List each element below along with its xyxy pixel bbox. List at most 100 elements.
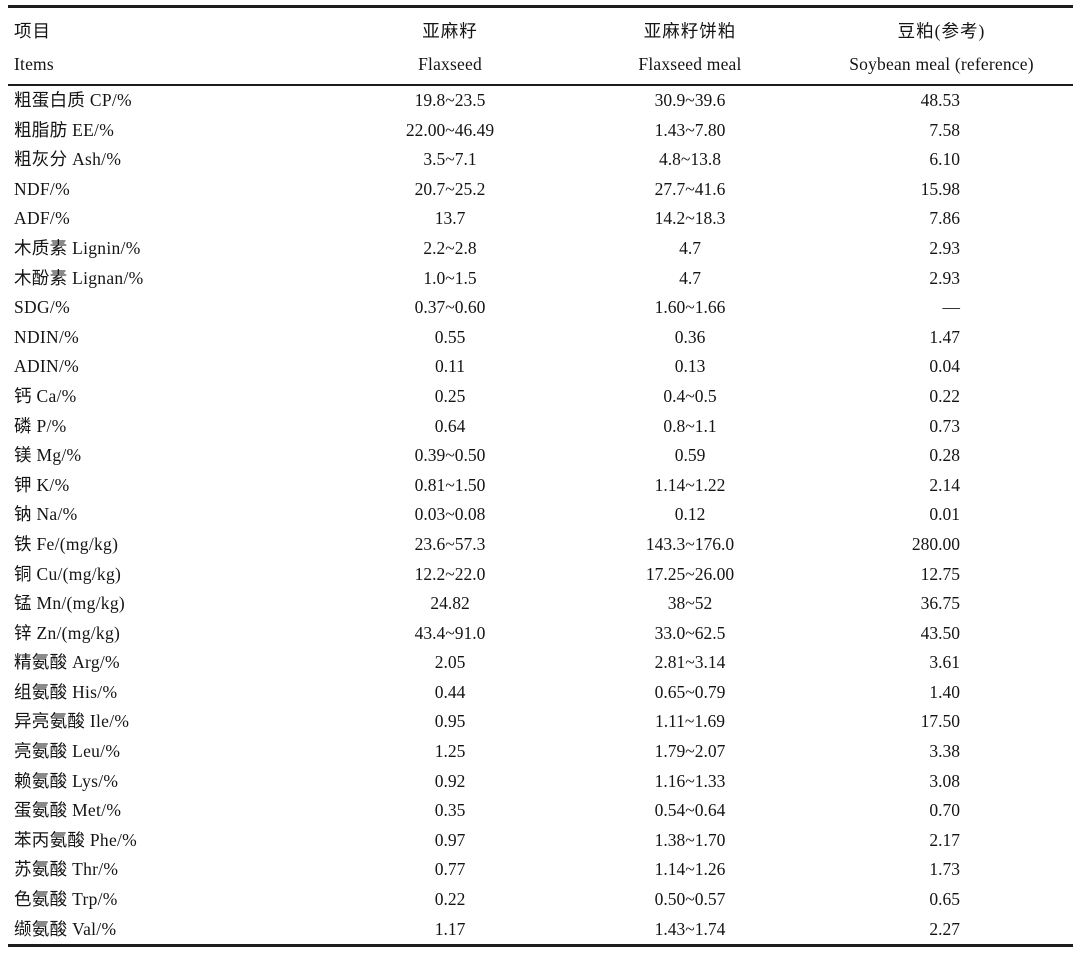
table-row: 粗灰分 Ash/% 3.5~7.1 4.8~13.8 6.10 [8,145,1073,175]
header-items-en: Items [14,54,54,74]
soybean-meal-value: 0.28 [929,445,960,466]
header-flaxseed-meal: 亚麻籽饼粕 Flaxseed meal [570,15,810,84]
flaxseed-meal-value: 0.59 [674,445,706,466]
flaxseed-value: 0.81~1.50 [414,474,486,495]
soybean-meal-value: 0.01 [929,504,960,525]
soybean-meal-value: 1.47 [929,326,960,347]
flaxseed-meal-value: 0.8~1.1 [663,415,717,436]
row-item-label: NDF/% [14,178,70,199]
soybean-meal-value: 36.75 [920,593,960,614]
soybean-meal-value: 7.58 [929,119,960,140]
row-item-label: 精氨酸 Arg/% [14,652,120,673]
flaxseed-value: 0.22 [434,889,466,910]
soybean-meal-value: 12.75 [920,563,960,584]
soybean-meal-value: 15.98 [920,178,960,199]
table-row: NDF/% 20.7~25.2 27.7~41.6 15.98 [8,175,1073,205]
soybean-meal-value: 2.93 [929,267,960,288]
row-item-label: SDG/% [14,297,70,318]
table-row: SDG/% 0.37~0.60 1.60~1.66 — [8,293,1073,323]
row-item-label: 赖氨酸 Lys/% [14,770,119,791]
row-item-label: 苏氨酸 Thr/% [14,859,119,880]
flaxseed-value: 24.82 [430,593,470,614]
nutrient-composition-table: 项目 Items 亚麻籽 Flaxseed 亚麻籽饼粕 Flaxseed mea… [8,5,1073,948]
flaxseed-value: 23.6~57.3 [414,533,486,554]
row-item-label: NDIN/% [14,326,79,347]
soybean-meal-value: 43.50 [920,622,960,643]
table-body: 粗蛋白质 CP/% 19.8~23.5 30.9~39.6 48.53 粗脂肪 … [8,86,1073,944]
flaxseed-meal-value: 1.14~1.22 [654,474,726,495]
flaxseed-meal-value: 1.43~1.74 [654,918,726,939]
row-item-label: 磷 P/% [14,415,67,436]
soybean-meal-value: 0.22 [929,385,960,406]
table-row: 木质素 Lignin/% 2.2~2.8 4.7 2.93 [8,234,1073,264]
table-row: 钾 K/% 0.81~1.50 1.14~1.22 2.14 [8,471,1073,501]
flaxseed-value: 1.25 [434,741,466,762]
table-header: 项目 Items 亚麻籽 Flaxseed 亚麻籽饼粕 Flaxseed mea… [8,8,1073,86]
flaxseed-meal-value: 4.7 [679,267,701,288]
flaxseed-meal-value: 1.43~7.80 [654,119,726,140]
table-row: 色氨酸 Trp/% 0.22 0.50~0.57 0.65 [8,885,1073,915]
table-row: 精氨酸 Arg/% 2.05 2.81~3.14 3.61 [8,648,1073,678]
table-row: ADF/% 13.7 14.2~18.3 7.86 [8,204,1073,234]
flaxseed-value: 0.64 [434,415,466,436]
flaxseed-meal-value: 0.50~0.57 [654,889,726,910]
table-row: 粗蛋白质 CP/% 19.8~23.5 30.9~39.6 48.53 [8,86,1073,116]
soybean-meal-value: 280.00 [911,533,960,554]
header-flaxseed-en: Flaxseed [418,54,482,74]
flaxseed-value: 1.17 [434,918,466,939]
flaxseed-value: 19.8~23.5 [414,90,486,110]
flaxseed-value: 12.2~22.0 [414,563,486,584]
table-row: 苏氨酸 Thr/% 0.77 1.14~1.26 1.73 [8,855,1073,885]
soybean-meal-value: 0.65 [929,889,960,910]
row-item-label: 木质素 Lignin/% [14,237,141,258]
flaxseed-meal-value: 27.7~41.6 [654,178,726,199]
soybean-meal-value: — [942,297,961,318]
soybean-meal-value: 2.27 [929,918,960,939]
flaxseed-value: 13.7 [434,208,466,229]
flaxseed-value: 0.39~0.50 [414,445,486,466]
soybean-meal-value: 1.40 [929,681,960,702]
row-item-label: 亮氨酸 Leu/% [14,741,121,762]
table-bottom-rule [8,944,1073,948]
table-row: 钠 Na/% 0.03~0.08 0.12 0.01 [8,500,1073,530]
table-row: 铁 Fe/(mg/kg) 23.6~57.3 143.3~176.0 280.0… [8,530,1073,560]
header-flaxseed: 亚麻籽 Flaxseed [330,15,570,84]
header-items-zh: 项目 [14,21,51,41]
flaxseed-meal-value: 1.38~1.70 [654,829,726,850]
flaxseed-value: 20.7~25.2 [414,178,486,199]
row-item-label: 钙 Ca/% [14,385,77,406]
header-soybean-meal-zh: 豆粕(参考) [897,21,986,41]
flaxseed-value: 22.00~46.49 [405,119,495,140]
row-item-label: 锌 Zn/(mg/kg) [14,622,121,643]
header-flaxseed-meal-zh: 亚麻籽饼粕 [643,21,737,41]
soybean-meal-value: 7.86 [929,208,960,229]
soybean-meal-value: 17.50 [920,711,960,732]
flaxseed-value: 43.4~91.0 [414,622,486,643]
row-item-label: 苯丙氨酸 Phe/% [14,829,138,850]
flaxseed-meal-value: 1.11~1.69 [654,711,726,732]
table-row: 钙 Ca/% 0.25 0.4~0.5 0.22 [8,382,1073,412]
table-row: 亮氨酸 Leu/% 1.25 1.79~2.07 3.38 [8,737,1073,767]
flaxseed-meal-value: 1.60~1.66 [654,297,726,318]
table-row: 锌 Zn/(mg/kg) 43.4~91.0 33.0~62.5 43.50 [8,619,1073,649]
soybean-meal-value: 3.61 [929,652,960,673]
soybean-meal-value: 2.14 [929,474,960,495]
soybean-meal-value: 2.93 [929,237,960,258]
table-row: 赖氨酸 Lys/% 0.92 1.16~1.33 3.08 [8,767,1073,797]
row-item-label: 木酚素 Lignan/% [14,267,144,288]
header-items: 项目 Items [8,15,330,84]
table-row: ADIN/% 0.11 0.13 0.04 [8,352,1073,382]
row-item-label: 钠 Na/% [14,504,78,525]
table-row: 木酚素 Lignan/% 1.0~1.5 4.7 2.93 [8,264,1073,294]
soybean-meal-value: 2.17 [929,829,960,850]
header-flaxseed-meal-en: Flaxseed meal [638,54,742,74]
row-item-label: 异亮氨酸 Ile/% [14,711,130,732]
flaxseed-value: 0.44 [434,681,466,702]
flaxseed-value: 2.2~2.8 [423,237,477,258]
soybean-meal-value: 1.73 [929,859,960,880]
flaxseed-value: 0.35 [434,800,466,821]
header-soybean-meal: 豆粕(参考) Soybean meal (reference) [810,15,1073,84]
soybean-meal-value: 0.70 [929,800,960,821]
row-item-label: 钾 K/% [14,474,70,495]
